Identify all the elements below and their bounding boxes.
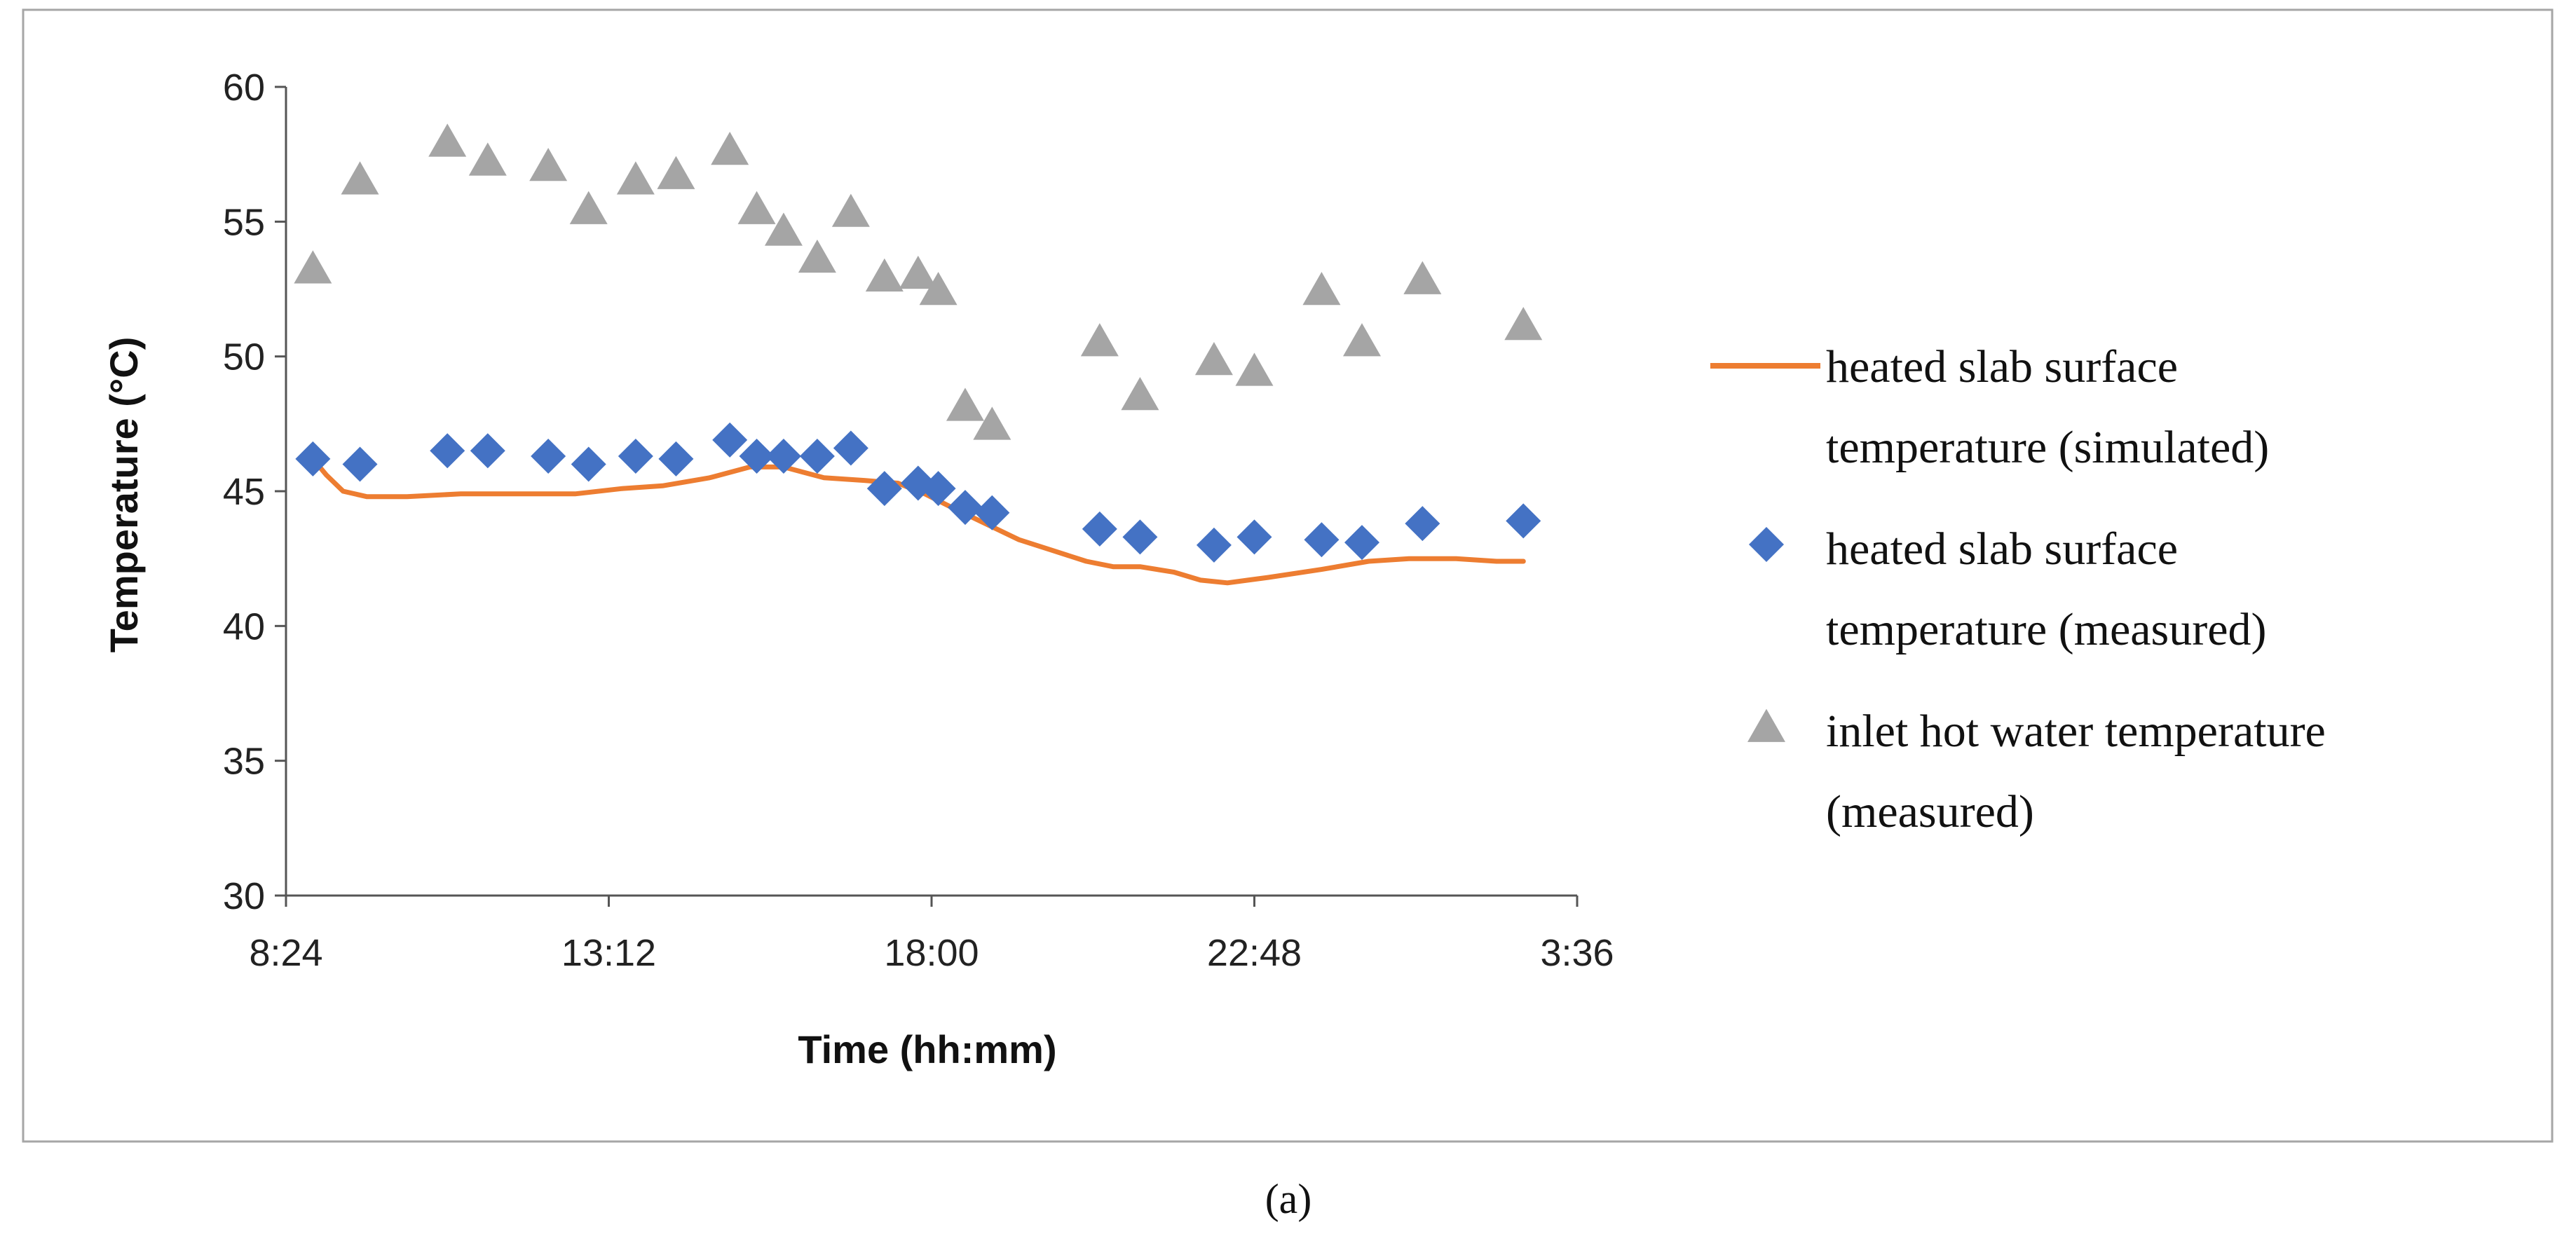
inlet-water-temp-point [428, 123, 467, 157]
measured-slab-temp-point [866, 471, 902, 507]
legend-triangle-symbol [1747, 708, 1785, 742]
inlet-water-temp-point [737, 191, 776, 224]
legend: heated slab surface temperature (simulate… [1710, 341, 2326, 837]
inlet-water-temp-point [294, 250, 332, 284]
measured-slab-temp-point [342, 446, 378, 482]
measured-slab-temp-point [430, 433, 465, 469]
x-axis-title: Time (hh:mm) [798, 1027, 1056, 1071]
measured-slab-temp-point [833, 430, 868, 466]
measured-slab-temp-point [618, 438, 653, 474]
legend-label: (measured) [1826, 786, 2034, 837]
inlet-water-temp-point [831, 193, 870, 227]
measured-slab-temp-point [947, 490, 983, 526]
inlet-water-temp-point [1080, 323, 1119, 357]
legend-label: heated slab surface [1826, 523, 2178, 575]
inlet-water-temp-point [468, 142, 507, 176]
legend-label: heated slab surface [1826, 341, 2178, 392]
measured-slab-temp-point [1344, 525, 1379, 561]
inlet-water-temp-point [1235, 352, 1274, 386]
figure-caption: (a) [1265, 1176, 1312, 1222]
x-axis-ticks: 8:24 13:12 18:00 22:48 3:36 [249, 896, 1614, 974]
measured-slab-temp-point [739, 438, 775, 474]
inlet-water-temp-point [764, 212, 803, 246]
y-tick-label: 35 [223, 741, 265, 783]
series-diamond [295, 422, 1541, 563]
measured-slab-temp-point [470, 433, 505, 469]
y-tick-label: 40 [223, 605, 265, 647]
inlet-water-temp-point [919, 271, 958, 306]
plot-series [294, 123, 1543, 586]
series-triangle [294, 123, 1543, 440]
measured-slab-temp-point [295, 441, 331, 477]
legend-label: inlet hot water temperature [1826, 706, 2326, 757]
inlet-water-temp-point [899, 255, 937, 289]
legend-label: temperature (simulated) [1826, 422, 2269, 473]
inlet-water-temp-point [946, 388, 984, 421]
measured-slab-temp-point [799, 438, 835, 474]
measured-slab-temp-point [1082, 511, 1117, 547]
inlet-water-temp-point [865, 258, 904, 292]
x-tick-label: 18:00 [884, 932, 979, 974]
inlet-water-temp-point [1302, 271, 1341, 306]
y-tick-label: 30 [223, 875, 265, 917]
measured-slab-temp-point [1506, 503, 1541, 539]
inlet-water-temp-point [1504, 307, 1543, 341]
y-tick-label: 50 [223, 336, 265, 378]
measured-slab-temp-point [974, 495, 1010, 530]
measured-slab-temp-point [1405, 506, 1440, 542]
measured-slab-temp-point [1196, 527, 1232, 563]
measured-slab-temp-point [658, 441, 694, 477]
y-axis-ticks: 30 35 40 45 50 55 60 [223, 67, 286, 917]
inlet-water-temp-point [569, 191, 608, 224]
inlet-water-temp-point [529, 148, 568, 181]
inlet-water-temp-point [1194, 342, 1233, 376]
legend-label: temperature (measured) [1826, 604, 2266, 655]
y-tick-label: 60 [223, 67, 265, 109]
inlet-water-temp-point [616, 161, 655, 195]
x-tick-label: 13:12 [561, 932, 656, 974]
x-tick-label: 3:36 [1540, 932, 1614, 974]
inlet-water-temp-point [1403, 261, 1442, 294]
measured-slab-temp-point [531, 438, 566, 474]
inlet-water-temp-point [341, 161, 379, 195]
y-axis-title: Temperature (°C) [102, 337, 146, 653]
measured-slab-temp-point [920, 471, 956, 507]
inlet-water-temp-point [973, 406, 1011, 440]
measured-slab-temp-point [1304, 522, 1340, 558]
inlet-water-temp-point [1343, 323, 1381, 357]
x-tick-label: 8:24 [249, 932, 322, 974]
measured-slab-temp-point [765, 438, 801, 474]
measured-slab-temp-point [1236, 519, 1272, 555]
measured-slab-temp-point [1122, 519, 1158, 555]
x-tick-label: 22:48 [1207, 932, 1302, 974]
measured-slab-temp-point [712, 422, 748, 458]
inlet-water-temp-point [711, 131, 749, 165]
inlet-water-temp-point [798, 239, 836, 273]
inlet-water-temp-point [657, 156, 695, 189]
y-tick-label: 45 [223, 471, 265, 513]
inlet-water-temp-point [1121, 377, 1159, 411]
y-tick-label: 55 [223, 201, 265, 243]
legend-diamond-symbol [1749, 527, 1784, 562]
measured-slab-temp-point [571, 446, 606, 482]
